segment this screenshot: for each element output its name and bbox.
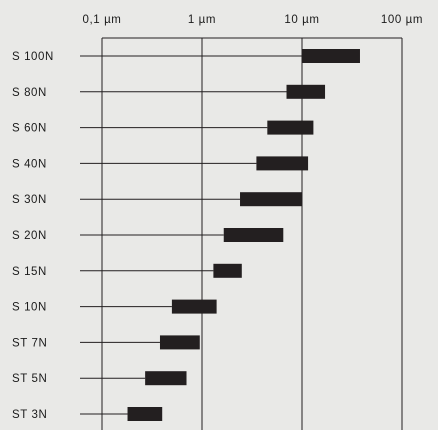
category-label: S 30N [12, 194, 47, 206]
range-bar [145, 371, 187, 386]
range-bar [256, 156, 309, 171]
x-tick-label: 10 µm [284, 14, 319, 26]
row: S 40N [12, 156, 309, 171]
row: S 20N [12, 228, 284, 242]
range-bar [171, 299, 217, 314]
category-label: S 40N [12, 158, 47, 170]
row: S 10N [12, 299, 217, 314]
range-bar [127, 407, 163, 421]
range-bar [302, 49, 360, 63]
row: ST 7N [12, 335, 200, 350]
category-label: S 15N [12, 266, 47, 278]
x-tick-label: 1 µm [188, 14, 216, 26]
range-bar [223, 228, 284, 242]
range-bar [159, 335, 200, 350]
range-bar [286, 84, 326, 99]
range-bar [213, 263, 242, 278]
range-bar [267, 120, 314, 135]
category-label: S 80N [12, 87, 47, 99]
row: S 15N [12, 263, 242, 278]
category-label: S 60N [12, 123, 47, 135]
x-axis-ticks: 0,1 µm 1 µm 10 µm 100 µm [83, 14, 423, 26]
category-label: S 20N [12, 230, 47, 242]
row: S 30N [12, 192, 302, 207]
category-label: ST 7N [12, 337, 47, 349]
row: S 60N [12, 120, 314, 135]
grid [101, 37, 403, 430]
category-label: S 10N [12, 302, 47, 314]
range-bar [240, 192, 302, 207]
row: S 100N [12, 49, 360, 63]
category-label: ST 3N [12, 409, 47, 421]
x-tick-label: 100 µm [381, 14, 423, 26]
category-label: ST 5N [12, 373, 47, 385]
row: S 80N [12, 84, 326, 99]
row: ST 5N [12, 371, 187, 386]
row: ST 3N [12, 407, 163, 421]
rows: S 100N S 80N S 60N S 40N S 30N S 20N S 15N S 10… [12, 49, 360, 421]
category-label: S 100N [12, 51, 54, 63]
x-tick-label: 0,1 µm [83, 14, 122, 26]
